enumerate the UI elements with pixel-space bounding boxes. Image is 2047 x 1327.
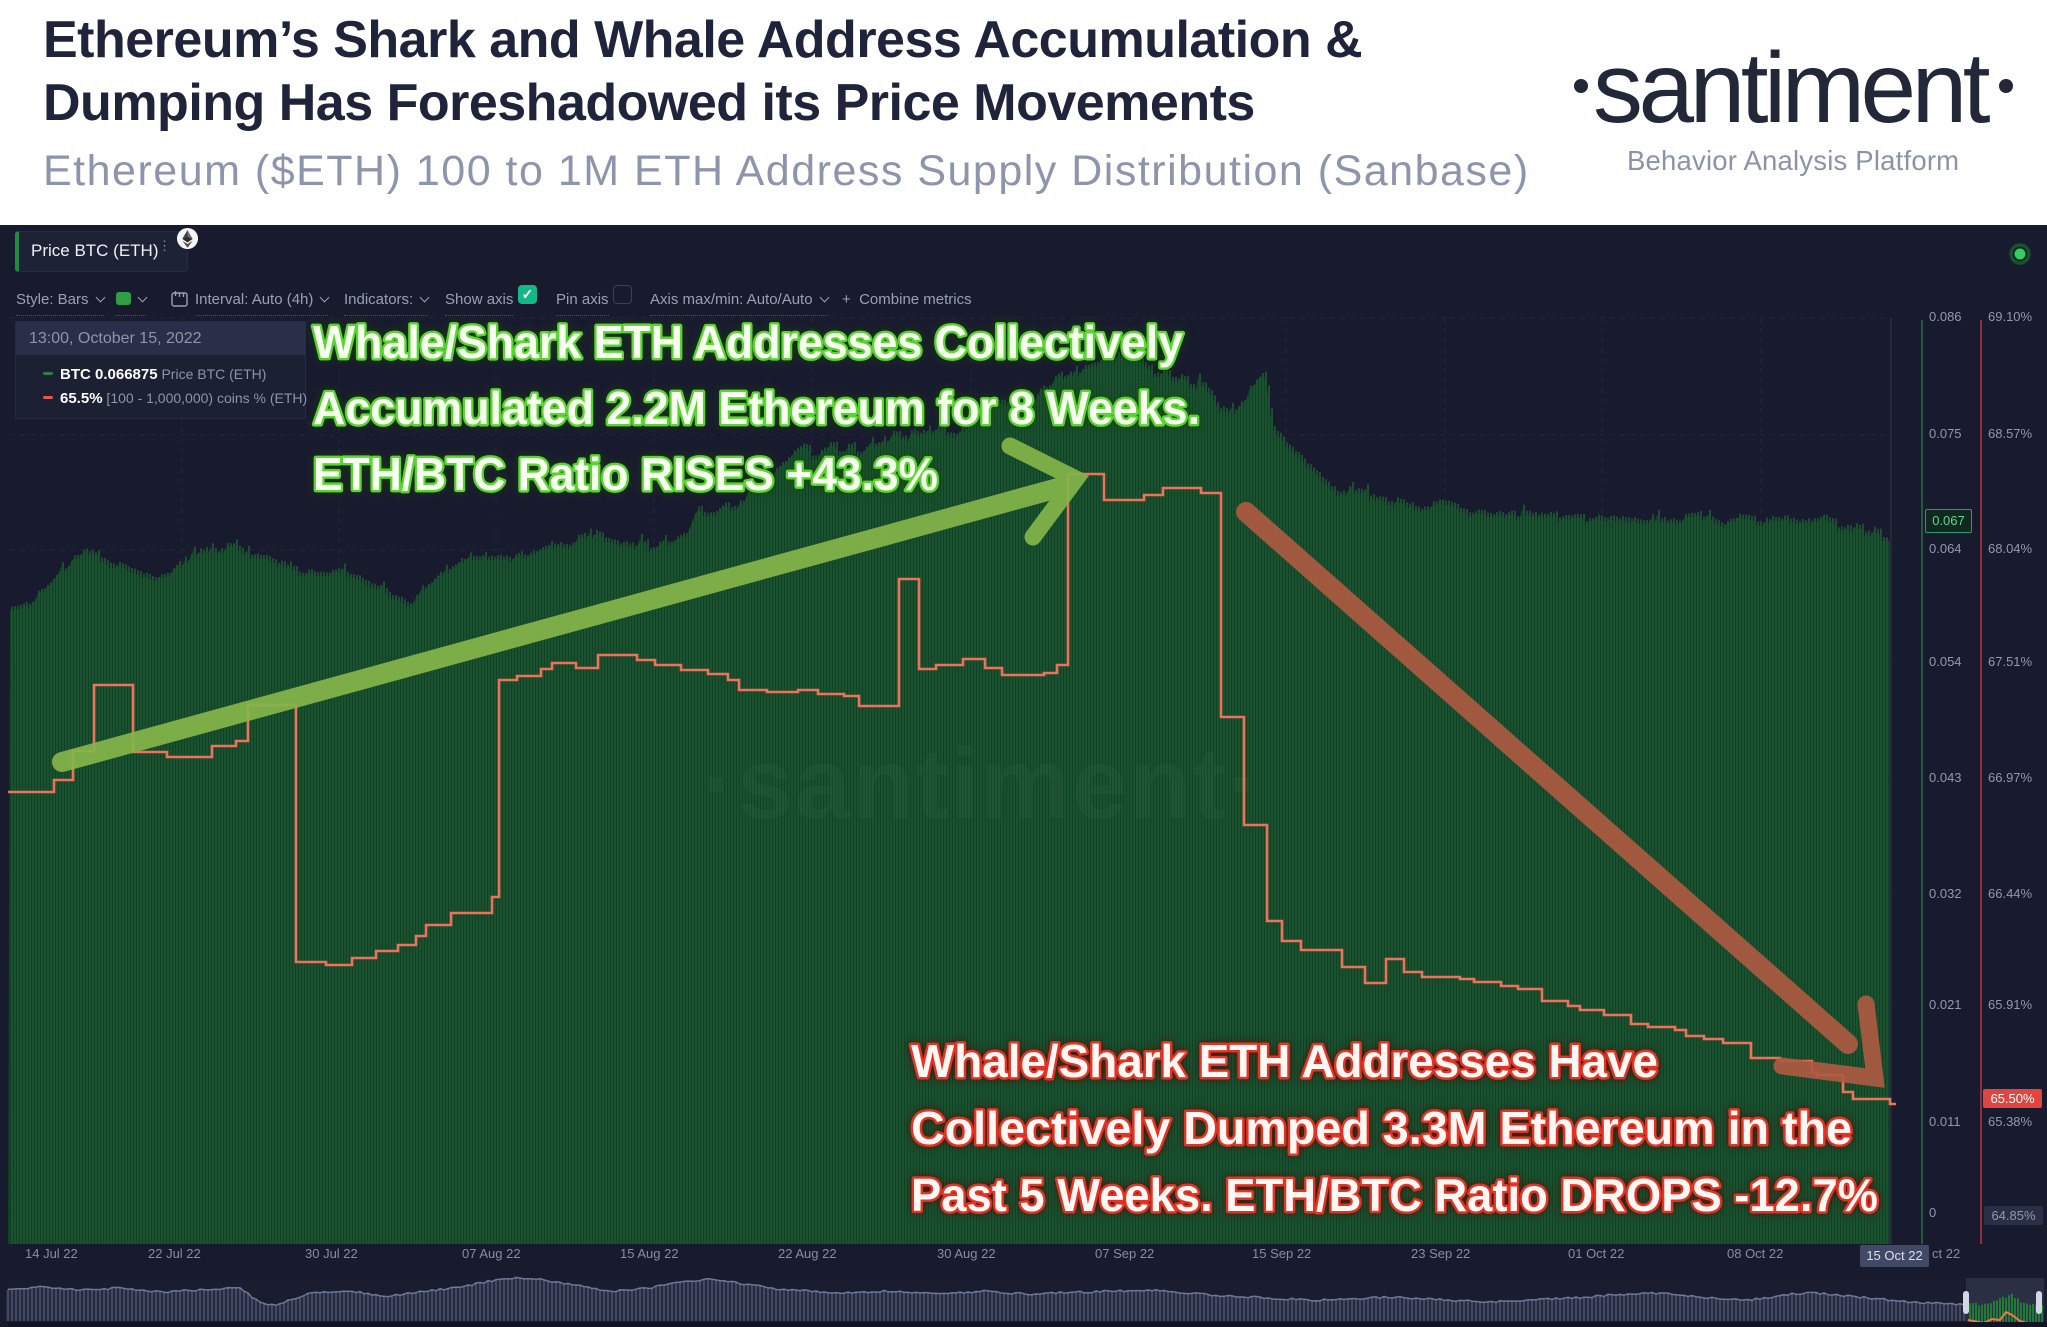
svg-text:Whale/Shark ETH Addresses Have: Whale/Shark ETH Addresses Have [911,1035,1658,1087]
svg-text:ETH/BTC Ratio RISES +43.3%: ETH/BTC Ratio RISES +43.3% [313,448,938,500]
svg-text:Collectively Dumped 3.3M Ether: Collectively Dumped 3.3M Ethereum in the [911,1102,1852,1154]
svg-text:Whale/Shark ETH Addresses Coll: Whale/Shark ETH Addresses Collectively [313,316,1183,368]
svg-text:·santiment·: ·santiment· [702,728,1263,840]
svg-text:Past 5 Weeks. ETH/BTC Ratio DR: Past 5 Weeks. ETH/BTC Ratio DROPS -12.7% [911,1169,1878,1221]
svg-text:Accumulated 2.2M Ethereum for: Accumulated 2.2M Ethereum for 8 Weeks. [313,382,1200,434]
